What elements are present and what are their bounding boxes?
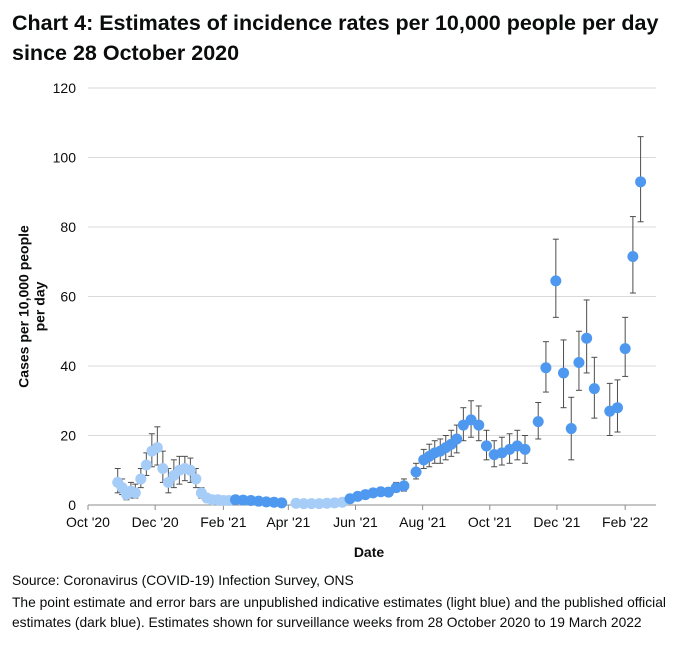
unpublished-estimate-point <box>321 497 333 509</box>
y-tick-label: 100 <box>53 150 77 166</box>
y-tick-label: 20 <box>60 428 76 444</box>
x-tick-label: Oct '20 <box>66 514 110 530</box>
published-estimate-point <box>457 419 469 431</box>
unpublished-estimate-point <box>140 459 152 471</box>
published-estimate-point <box>451 433 463 445</box>
published-estimate-point <box>519 443 531 455</box>
published-estimate-point <box>532 416 544 428</box>
x-tick-label: Feb '21 <box>200 514 246 530</box>
published-estimate-point <box>276 497 288 509</box>
y-axis: 0 20 40 60 80 100 120 <box>53 80 77 513</box>
x-tick-label: Feb '22 <box>602 514 648 530</box>
published-estimate-point <box>398 480 410 492</box>
x-axis-label: Date <box>354 544 385 560</box>
unpublished-estimate-point <box>290 497 302 509</box>
incidence-chart: 0 20 40 60 80 100 120 Oct '20 Dec '20 Feb '21 Apr… <box>16 80 656 560</box>
unpublished-estimate-point <box>129 487 141 499</box>
published-estimate-point <box>627 251 639 263</box>
x-tick-label: Aug '21 <box>399 514 446 530</box>
unpublished-estimate-point <box>298 498 310 510</box>
x-tick-label: Dec '20 <box>132 514 179 530</box>
y-tick-label: 80 <box>60 219 76 235</box>
published-estimate-point <box>410 466 422 478</box>
x-axis: Oct '20 Dec '20 Feb '21 Apr '21 Jun '21 Aug '… <box>66 505 649 530</box>
x-tick-label: Apr '21 <box>266 514 310 530</box>
published-estimate-point <box>375 486 387 498</box>
explanatory-note: The point estimate and error bars are un… <box>12 595 666 630</box>
published-estimate-point <box>465 414 477 426</box>
error-bars <box>114 136 644 505</box>
unpublished-estimate-point <box>313 498 325 510</box>
published-estimate-point <box>588 383 600 395</box>
published-estimate-point <box>540 362 552 374</box>
source-note: Source: Coronavirus (COVID-19) Infection… <box>12 573 354 588</box>
published-estimate-point <box>573 357 585 369</box>
published-estimate-point <box>581 332 593 344</box>
published-estimate-point <box>565 423 577 435</box>
published-estimate-point <box>473 419 485 431</box>
published-estimate-point <box>237 494 249 506</box>
unpublished-estimate-point <box>305 498 317 510</box>
published-estimate-point <box>480 440 492 452</box>
unpublished-estimate-point <box>151 442 163 454</box>
y-tick-label: 40 <box>60 358 76 374</box>
published-estimate-point <box>558 367 570 379</box>
published-estimate-point <box>230 494 242 506</box>
unpublished-estimate-point <box>135 473 147 485</box>
published-estimate-point <box>260 496 272 508</box>
x-tick-label: Dec '21 <box>533 514 580 530</box>
chart-title: Chart 4: Estimates of incidence rates pe… <box>12 11 659 65</box>
unpublished-estimate-point <box>190 473 202 485</box>
chart-footer: Source: Coronavirus (COVID-19) Infection… <box>12 571 668 635</box>
y-tick-label: 60 <box>60 289 76 305</box>
y-tick-label: 0 <box>68 497 76 513</box>
published-estimate-point <box>611 402 623 414</box>
data-points <box>112 176 647 510</box>
y-tick-label: 120 <box>53 80 77 96</box>
unpublished-estimate-point <box>184 464 196 476</box>
y-axis-label: Cases per 10,000 peopleper day <box>16 225 48 388</box>
unpublished-estimate-point <box>157 463 169 475</box>
gridlines <box>88 87 656 506</box>
x-tick-label: Jun '21 <box>333 514 378 530</box>
published-estimate-point <box>550 275 562 287</box>
published-estimate-point <box>635 176 647 188</box>
published-estimate-point <box>619 343 631 355</box>
x-tick-label: Oct '21 <box>468 514 512 530</box>
